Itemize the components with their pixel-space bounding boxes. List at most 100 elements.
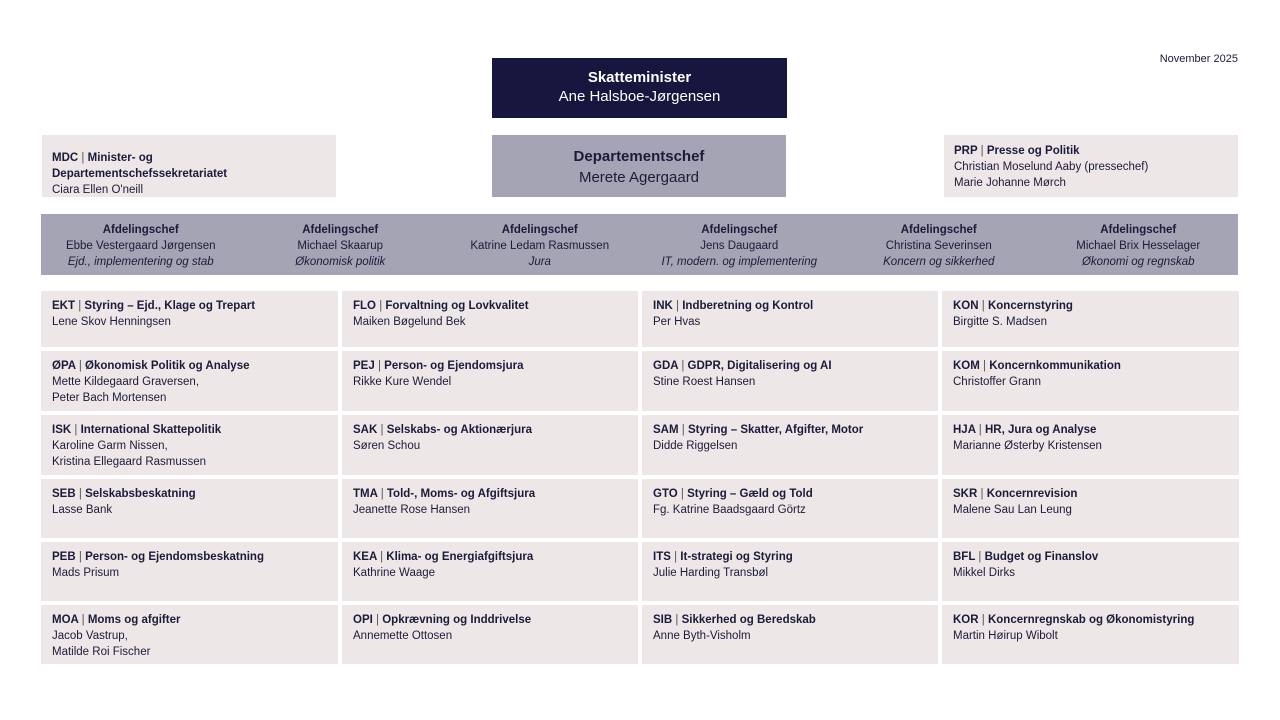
unit-code: TMA: [353, 488, 378, 500]
separator: |: [981, 614, 985, 626]
afdelingschef-name: Jens Daugaard: [700, 240, 779, 252]
unit-code: SKR: [953, 488, 978, 500]
unit-code: KON: [953, 300, 979, 312]
unit-code: ISK: [52, 424, 72, 436]
separator: |: [674, 551, 678, 563]
unit-box-ekt: EKT | Styring – Ejd., Klage og Trepart Le…: [41, 291, 338, 347]
unit-name: Koncernstyring: [987, 300, 1073, 312]
person-name: Martin Høirup Wibolt: [953, 630, 1058, 642]
separator: |: [680, 488, 684, 500]
separator: |: [81, 614, 85, 626]
unit-box-gto: GTO | Styring – Gæld og Told Fg. Katrine …: [642, 479, 938, 538]
afdelingschef-6: Afdelingschef Michael Brix Hesselager Økon…: [1039, 222, 1239, 275]
afdelingschef-area: Koncern og sikkerhed: [883, 256, 995, 268]
unit-box-peb: PEB | Person- og Ejendomsbeskatning Mads …: [41, 542, 338, 601]
unit-box-seb: SEB | Selskabsbeskatning Lasse Bank: [41, 479, 338, 538]
person-name: Lasse Bank: [52, 504, 113, 516]
separator: |: [380, 424, 384, 436]
person-name: Christoffer Grann: [953, 376, 1041, 388]
unit-column: KON | Koncernstyring Birgitte S. Madsen KO…: [942, 291, 1239, 664]
prp-box: PRP | Presse og Politik Christian Moselu…: [944, 135, 1238, 197]
afdelingschef-name: Katrine Ledam Rasmussen: [470, 240, 610, 252]
unit-code: MOA: [52, 614, 79, 626]
person-name: Kathrine Waage: [353, 567, 436, 579]
unit-box-isk: ISK | International Skattepolitik Karolin…: [41, 415, 338, 475]
unit-column: INK | Indberetning og Kontrol Per Hvas GDA…: [642, 291, 938, 664]
unit-code: FLO: [353, 300, 376, 312]
afdelingschef-name: Ebbe Vestergaard Jørgensen: [65, 240, 216, 252]
separator: |: [983, 360, 987, 372]
unit-name: Koncernrevision: [986, 488, 1078, 500]
person-name: Fg. Katrine Baadsgaard Görtz: [653, 504, 806, 516]
person-name: Marie Johanne Mørch: [954, 177, 1066, 189]
unit-code: KOM: [953, 360, 980, 372]
unit-name: Styring – Skatter, Afgifter, Motor: [687, 424, 864, 436]
separator: |: [380, 488, 384, 500]
unit-name: Økonomisk Politik og Analyse: [85, 360, 250, 372]
unit-code: SAK: [353, 424, 378, 436]
person-name: Maiken Bøgelund Bek: [353, 316, 466, 328]
unit-box-ink: INK | Indberetning og Kontrol Per Hvas: [642, 291, 938, 347]
mdc-box: MDC | Minister- og Departementschefssekr…: [42, 135, 336, 197]
afdelingschef-title: Afdelingschef: [302, 224, 379, 236]
separator: |: [981, 300, 985, 312]
unit-box-hja: HJA | HR, Jura og Analyse Marianne Østerb…: [942, 415, 1239, 475]
person-name: Søren Schou: [353, 440, 421, 452]
afdelingschef-4: Afdelingschef Jens Daugaard IT, modern. og…: [640, 222, 840, 275]
afdelingschef-1: Afdelingschef Ebbe Vestergaard Jørgensen E…: [41, 222, 241, 275]
person-name: Lene Skov Henningsen: [52, 316, 171, 328]
unit-name: Klima- og Energiafgiftsjura: [386, 551, 534, 563]
afdelingschef-area: Økonomisk politik: [295, 256, 386, 268]
unit-code: PEB: [52, 551, 76, 563]
unit-name: Person- og Ejendomsbeskatning: [85, 551, 264, 563]
unit-name: Selskabs- og Aktionærjura: [386, 424, 532, 436]
unit-box-bfl: BFL | Budget og Finanslov Mikkel Dirks: [942, 542, 1239, 601]
person-name: Ciara Ellen O'neill: [52, 184, 144, 196]
unit-name: It-strategi og Styring: [680, 551, 793, 563]
departementschef-box: Departementschef Merete Agergaard: [492, 135, 786, 197]
separator: |: [74, 424, 78, 436]
person-name: Mikkel Dirks: [953, 567, 1015, 579]
unit-code: GTO: [653, 488, 678, 500]
departementschef-title: Departementschef: [573, 148, 705, 165]
afdelingschef-name: Michael Brix Hesselager: [1076, 240, 1201, 252]
unit-code: GDA: [653, 360, 679, 372]
unit-box-kor: KOR | Koncernregnskab og Økonomistyring M…: [942, 605, 1239, 664]
minister-name: Ane Halsboe-Jørgensen: [558, 88, 721, 105]
unit-name: Budget og Finanslov: [984, 551, 1099, 563]
afdelingschef-name: Christina Severinsen: [885, 240, 992, 252]
afdelingschef-area: Jura: [528, 256, 551, 268]
unit-code: INK: [653, 300, 673, 312]
unit-box-kea: KEA | Klima- og Energiafgiftsjura Kathrin…: [342, 542, 638, 601]
unit-box-flo: FLO | Forvaltning og Lovkvalitet Maiken B…: [342, 291, 638, 347]
person-name: Anne Byth-Visholm: [653, 630, 751, 642]
unit-code: ITS: [653, 551, 671, 563]
unit-box-kon: KON | Koncernstyring Birgitte S. Madsen: [942, 291, 1239, 347]
separator: |: [980, 145, 984, 157]
unit-code: BFL: [953, 551, 976, 563]
person-name: Rikke Kure Wendel: [353, 376, 452, 388]
unit-box-moa: MOA | Moms og afgifter Jacob Vastrup, Mati…: [41, 605, 338, 664]
person-name: Stine Roest Hansen: [653, 376, 756, 388]
afdelingschef-title: Afdelingschef: [501, 224, 578, 236]
unit-box-gda: GDA | GDPR, Digitalisering og AI Stine Ro…: [642, 351, 938, 411]
unit-name: Selskabsbeskatning: [85, 488, 196, 500]
person-name: Malene Sau Lan Leung: [953, 504, 1072, 516]
afdelingschef-area: Økonomi og regnskab: [1081, 256, 1195, 268]
separator: |: [676, 300, 680, 312]
afdelingschef-title: Afdelingschef: [701, 224, 778, 236]
separator: |: [78, 551, 82, 563]
unit-box-sam: SAM | Styring – Skatter, Afgifter, Motor…: [642, 415, 938, 475]
unit-name: Styring – Gæld og Told: [687, 488, 813, 500]
person-name: Marianne Østerby Kristensen: [953, 440, 1102, 452]
unit-code: HJA: [953, 424, 976, 436]
person-name: Peter Bach Mortensen: [52, 392, 167, 404]
unit-code: MDC: [52, 152, 79, 164]
unit-name: Koncernregnskab og Økonomistyring: [987, 614, 1195, 626]
afdelingschef-area: Ejd., implementering og stab: [67, 256, 214, 268]
minister-title: Skatteminister: [587, 69, 692, 86]
unit-code: ØPA: [52, 360, 76, 372]
separator: |: [978, 424, 982, 436]
unit-name: Presse og Politik: [986, 145, 1080, 157]
person-name: Karoline Garm Nissen,: [52, 440, 168, 452]
